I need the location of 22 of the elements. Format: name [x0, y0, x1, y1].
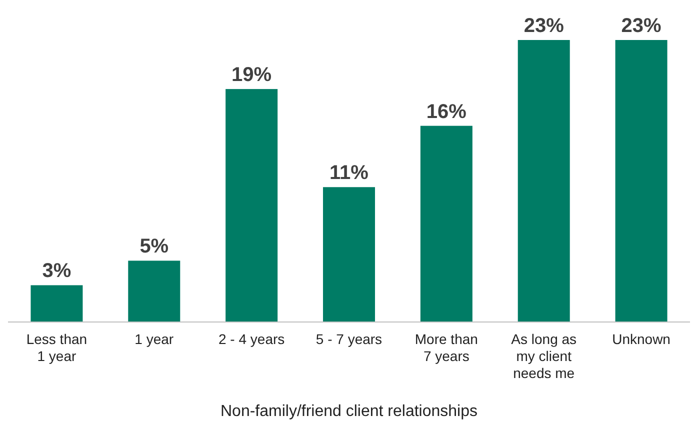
data-label: 23%: [621, 15, 662, 37]
bar: [226, 89, 278, 322]
x-tick-label: 5 - 7 years: [316, 331, 382, 347]
bar: [323, 187, 375, 322]
x-tick-label: 2 - 4 years: [218, 331, 285, 347]
x-tick-label: As long as my client needs me: [511, 331, 577, 381]
x-tick-label: Less than 1 year: [26, 331, 88, 364]
x-tick-label: Unknown: [612, 331, 670, 347]
bar: [615, 40, 668, 322]
bar: [518, 40, 570, 322]
data-label: 23%: [524, 15, 564, 37]
data-label: 16%: [426, 100, 467, 123]
x-tick-label: 1 year: [134, 331, 174, 347]
bar: [420, 126, 472, 322]
bar: [128, 260, 180, 322]
data-label: 11%: [330, 162, 369, 184]
x-axis-title: Non-family/friend client relationships: [220, 403, 478, 420]
bar: [30, 285, 83, 322]
data-label: 3%: [42, 260, 72, 282]
data-label: 5%: [140, 236, 169, 258]
x-tick-label: More than 7 years: [414, 331, 478, 364]
data-label: 19%: [232, 64, 272, 86]
